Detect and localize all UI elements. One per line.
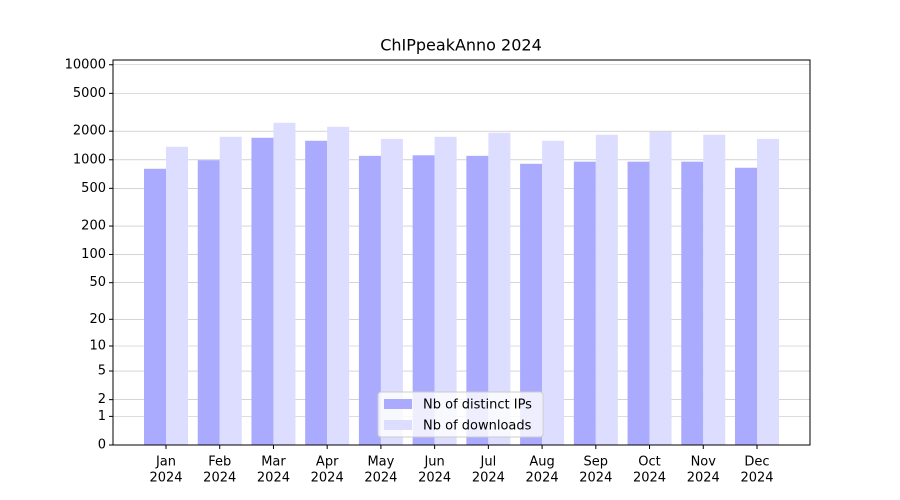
- x-tick-label: Aug: [529, 455, 554, 470]
- y-tick-label: 50: [89, 275, 106, 290]
- y-tick-label: 500: [81, 181, 106, 196]
- bar: [595, 134, 618, 446]
- plot-frame: [112, 59, 811, 446]
- y-tick-label: 5: [98, 364, 106, 379]
- bar: [197, 160, 220, 445]
- x-tick-label: 2024: [364, 471, 397, 486]
- legend-swatch: [384, 420, 412, 430]
- x-tick-label: 2024: [257, 471, 290, 486]
- x-tick-label: Jul: [480, 455, 497, 470]
- y-tick-label: 1: [98, 409, 106, 424]
- bar: [520, 163, 543, 445]
- x-tick-label: Oct: [638, 455, 660, 470]
- x-tick-label: Mar: [261, 455, 286, 470]
- bar: [681, 161, 704, 445]
- bar: [542, 140, 565, 446]
- bar: [273, 122, 296, 446]
- bar: [649, 131, 672, 445]
- x-tick-label: Feb: [208, 455, 231, 470]
- bar: [144, 168, 166, 446]
- x-tick-label: 2024: [149, 471, 182, 486]
- legend-label: Nb of downloads: [423, 419, 532, 434]
- x-tick-label: Sep: [584, 455, 609, 470]
- bar: [327, 126, 350, 446]
- y-tick-label: 0: [98, 438, 106, 453]
- x-tick-label: 2024: [687, 471, 720, 486]
- bar: [488, 132, 511, 445]
- y-tick-label: 10000: [65, 57, 106, 72]
- bar: [166, 146, 188, 446]
- bar: [219, 136, 242, 445]
- x-tick-label: Dec: [744, 455, 769, 470]
- legend-box: [377, 391, 544, 438]
- x-tick-label: 2024: [633, 471, 666, 486]
- chart-title: ChIPpeakAnno 2024: [380, 36, 542, 55]
- x-tick-label: 2024: [740, 471, 773, 486]
- bar: [305, 140, 328, 446]
- y-tick-label: 2: [98, 392, 106, 407]
- bar: [434, 136, 457, 445]
- y-tick-label: 10: [89, 339, 106, 354]
- y-tick-label: 200: [81, 219, 106, 234]
- x-tick-label: 2024: [311, 471, 344, 486]
- legend-swatch: [384, 399, 412, 409]
- y-tick-label: 1000: [73, 152, 106, 167]
- x-tick-label: 2024: [203, 471, 236, 486]
- bar: [380, 138, 403, 446]
- x-tick-label: May: [367, 455, 394, 470]
- bar: [757, 138, 779, 446]
- y-tick-label: 100: [81, 247, 106, 262]
- bar: [735, 167, 757, 445]
- bar: [251, 137, 274, 445]
- legend-label: Nb of distinct IPs: [423, 398, 532, 413]
- x-tick-label: 2024: [579, 471, 612, 486]
- bar: [573, 161, 596, 445]
- y-tick-label: 20: [89, 312, 106, 327]
- x-tick-label: 2024: [472, 471, 505, 486]
- bar: [358, 155, 381, 445]
- bar: [466, 155, 489, 445]
- x-tick-label: 2024: [526, 471, 559, 486]
- bar: [703, 134, 726, 446]
- x-tick-label: Apr: [316, 455, 339, 470]
- y-tick-label: 5000: [73, 86, 106, 101]
- x-tick-label: Jun: [423, 455, 444, 470]
- bar: [627, 161, 650, 445]
- x-tick-label: Jan: [155, 455, 176, 470]
- y-tick-label: 2000: [73, 124, 106, 139]
- bar: [412, 155, 435, 446]
- x-tick-label: Nov: [691, 455, 717, 470]
- x-tick-label: 2024: [418, 471, 451, 486]
